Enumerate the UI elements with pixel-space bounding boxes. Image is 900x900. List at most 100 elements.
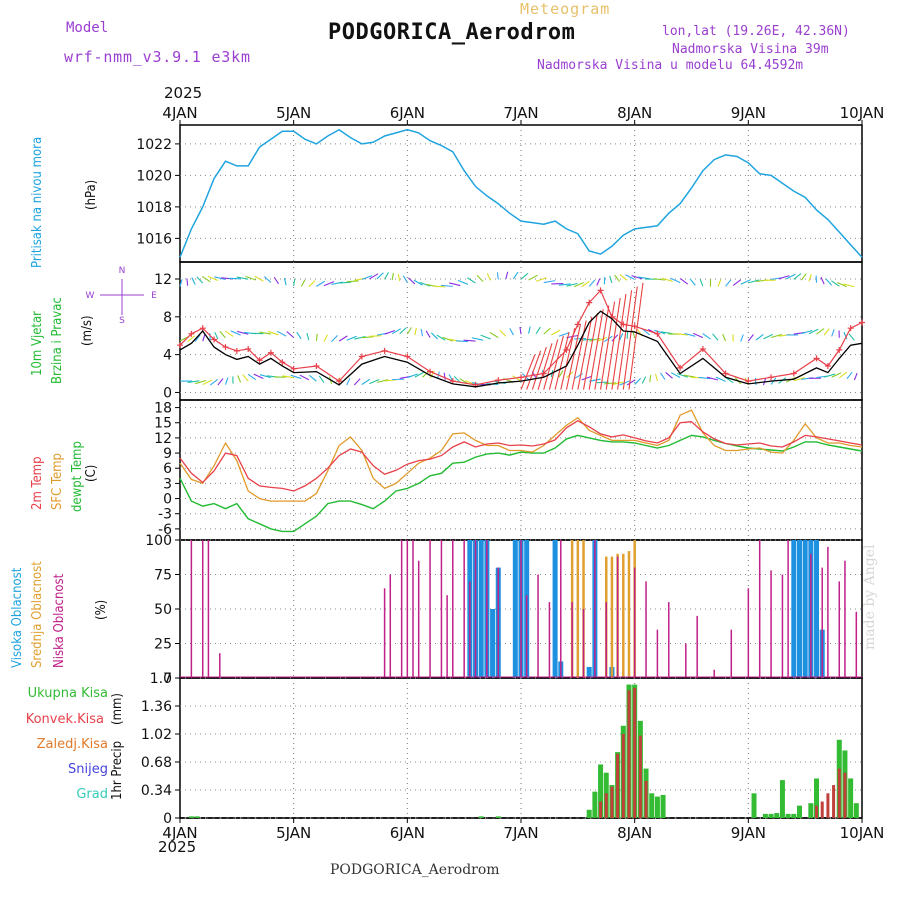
model-label: Model xyxy=(66,20,109,36)
bottom-day-label: 6JAN xyxy=(390,824,425,842)
wind-arrow xyxy=(209,378,219,386)
wind-arrow xyxy=(755,334,764,341)
cloud-low-bar xyxy=(190,540,193,678)
gust-marker xyxy=(358,353,365,360)
precip-conv-bar xyxy=(820,801,824,818)
elevation-label: Nadmorska Visina 39m xyxy=(672,42,829,57)
wind-arrow xyxy=(440,284,453,287)
wind-arrow xyxy=(665,372,673,379)
precip-total-bar xyxy=(649,793,655,818)
cloud-low-bar xyxy=(730,629,733,678)
gust-marker xyxy=(495,377,502,384)
wind-arrow xyxy=(237,375,242,383)
precip-total-bar xyxy=(751,793,757,818)
wind-ytick-label: 4 xyxy=(163,348,172,364)
bottom-day-label: 8JAN xyxy=(617,824,652,842)
temperature-ytick-label: 18 xyxy=(154,401,172,417)
wind-arrow xyxy=(369,335,382,337)
precip-conv-bar xyxy=(616,753,620,818)
wind-arrow xyxy=(566,282,578,287)
wind-arrow xyxy=(706,376,719,381)
gust-marker xyxy=(518,374,524,381)
wind-arrow xyxy=(353,378,361,386)
wind-arrow xyxy=(207,275,219,282)
cloud-low-bar xyxy=(525,595,528,678)
gust-marker xyxy=(381,347,388,354)
wind-arrow xyxy=(801,329,813,335)
top-day-label: 5JAN xyxy=(276,104,311,122)
gust-marker xyxy=(836,346,843,353)
wind-arrow xyxy=(419,281,431,287)
wind-arrow xyxy=(675,333,688,336)
top-day-label: 6JAN xyxy=(390,104,425,122)
precip-total-bar xyxy=(774,813,780,818)
wind-arrow xyxy=(823,373,836,378)
wind-arrow xyxy=(489,332,499,339)
year-top-label: 2025 xyxy=(164,84,203,102)
cloud-high-bar xyxy=(802,540,808,678)
wind-arrow xyxy=(471,337,484,341)
wind-arrow xyxy=(413,279,423,286)
wind-arrow xyxy=(453,376,461,383)
precip-total-bar xyxy=(808,803,814,818)
wind-arrow xyxy=(763,333,774,340)
cloud-low-bar xyxy=(758,540,761,678)
cloud-low-bar xyxy=(668,602,670,678)
wind-arrow xyxy=(392,378,405,381)
t2m-line xyxy=(179,419,863,492)
gust-arrow xyxy=(520,354,536,390)
wind-arrow xyxy=(573,281,584,288)
temperature-ytick-label: 6 xyxy=(163,461,172,477)
precip-conv-bar xyxy=(627,690,631,818)
wind-arrow xyxy=(486,273,492,281)
wind-arrow xyxy=(631,275,643,280)
wind-arrow xyxy=(519,326,522,335)
gust-marker xyxy=(631,323,638,330)
legend-freezing-rain: Zaledj.Kisa xyxy=(36,737,108,752)
gust-arrow xyxy=(594,305,610,390)
wind-arrow xyxy=(725,279,732,287)
wind-arrow xyxy=(179,279,183,287)
wind-arrow xyxy=(722,333,727,342)
wind-arrow xyxy=(361,378,371,385)
gust-marker xyxy=(177,342,183,349)
wind-arrow xyxy=(217,378,224,386)
gust-marker xyxy=(256,357,263,364)
clouds-ytick-label: 25 xyxy=(154,637,172,653)
wind-arrow xyxy=(848,333,855,341)
wind-arrow xyxy=(831,329,835,337)
precip-total-bar xyxy=(779,780,785,818)
wind-arrow xyxy=(808,328,819,335)
wind-arrow xyxy=(836,281,848,288)
pressure-ytick-label: 1018 xyxy=(136,200,172,216)
wind-arrow xyxy=(300,279,306,287)
wind-arrow xyxy=(465,380,476,386)
wind-arrow xyxy=(596,278,601,286)
precip-total-bar xyxy=(592,791,598,818)
precip-conv-bar xyxy=(832,785,836,818)
cloud-low-bar xyxy=(207,540,210,678)
wind-arrow xyxy=(740,279,751,285)
wind-arrow xyxy=(463,339,476,342)
wind-arrow xyxy=(732,279,742,286)
cloud-low-bar xyxy=(685,643,687,678)
temperature-ytick-label: 15 xyxy=(154,416,172,432)
wind-arrow xyxy=(420,328,424,337)
gust-marker xyxy=(290,365,297,372)
cloud-low-bar xyxy=(548,602,551,678)
wind-arrow xyxy=(338,335,348,342)
cloud-low-bar xyxy=(452,540,454,678)
wind-arrow xyxy=(558,332,570,337)
wind-arrow xyxy=(306,332,310,341)
compass-east: E xyxy=(151,291,157,301)
wind-arrow xyxy=(214,331,219,340)
wind-arrow xyxy=(684,332,696,337)
wind-arrow xyxy=(677,373,688,378)
wind-arrow xyxy=(318,375,325,383)
precip-conv-bar xyxy=(815,805,819,818)
wind-arrow xyxy=(259,374,272,379)
cloud-low-bar xyxy=(633,567,636,678)
footer-title: PODGORICA_Aerodrom xyxy=(330,862,500,878)
wind-arrow xyxy=(259,331,272,335)
gust-marker xyxy=(745,378,752,385)
